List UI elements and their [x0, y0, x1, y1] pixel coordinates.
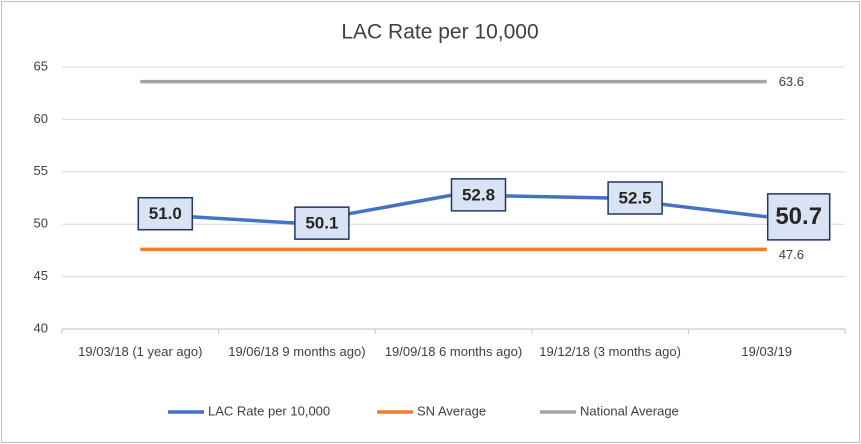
data-label: 47.6: [779, 247, 804, 262]
legend-label: SN Average: [417, 403, 486, 418]
x-tick-label: 19/09/18 6 months ago): [384, 344, 523, 359]
data-label: 50.1: [305, 214, 338, 233]
y-tick-label: 55: [34, 163, 48, 178]
data-label-box: [607, 181, 663, 215]
x-tick-label: 19/03/19: [741, 344, 792, 359]
y-tick-label: 60: [34, 111, 48, 126]
data-label: 50.7: [775, 203, 822, 230]
chart-title: LAC Rate per 10,000: [341, 21, 538, 44]
legend-label: National Average: [580, 403, 679, 418]
legend-label: LAC Rate per 10,000: [208, 403, 330, 418]
y-tick-label: 65: [34, 58, 48, 73]
x-tick-label: 19/12/18 (3 months ago): [539, 344, 681, 359]
x-tick-label: 19/03/18 (1 year ago): [78, 344, 203, 359]
data-label-box: [766, 193, 831, 241]
data-label-box: [294, 206, 350, 240]
y-tick-label: 45: [34, 268, 48, 283]
data-label-box: [137, 196, 194, 231]
data-label: 51.0: [149, 204, 182, 223]
y-tick-label: 40: [34, 320, 48, 335]
data-label: 52.5: [619, 188, 652, 207]
x-tick-label: 19/06/18 9 months ago): [228, 344, 366, 359]
data-label-box: [450, 178, 507, 212]
data-label: 63.6: [779, 74, 804, 89]
y-tick-label: 50: [34, 216, 48, 231]
data-label: 52.8: [462, 185, 495, 204]
